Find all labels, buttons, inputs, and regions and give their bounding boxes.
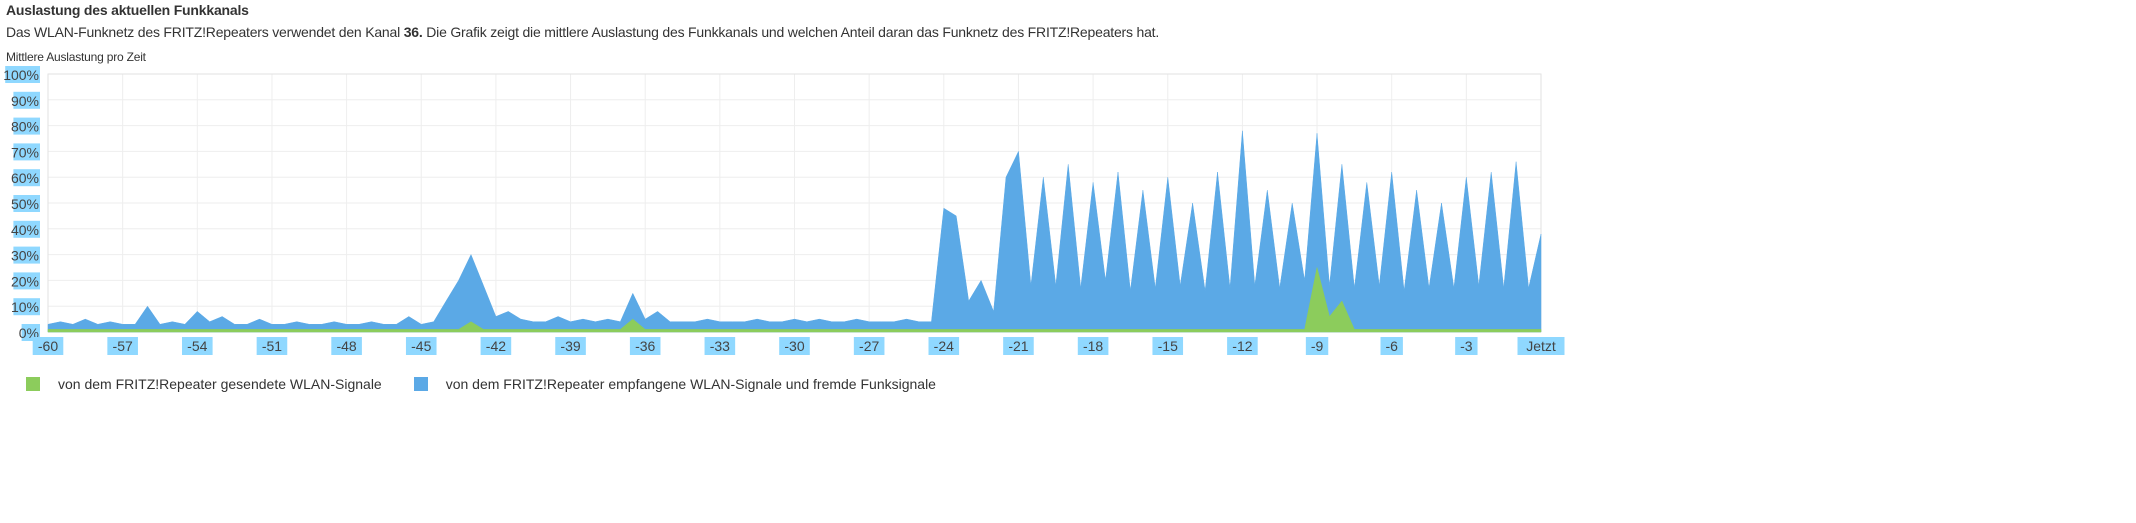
y-tick-label-bg (13, 91, 40, 109)
x-tick-label: -54 (187, 338, 207, 354)
x-tick-label-bg (1227, 337, 1258, 355)
y-tick-label: 30% (11, 248, 39, 264)
x-tick-label-bg (256, 337, 288, 355)
y-tick-label-bg (13, 195, 40, 212)
chart-legend: von dem FRITZ!Repeater gesendete WLAN-Si… (26, 376, 936, 392)
x-tick-label-bg (1305, 337, 1329, 355)
legend-label-sent: von dem FRITZ!Repeater gesendete WLAN-Si… (58, 376, 382, 392)
x-tick-label-bg (928, 337, 960, 355)
y-tick-label-bg (13, 143, 40, 161)
x-tick-label-bg (779, 337, 810, 355)
x-tick-label: -48 (336, 338, 356, 354)
y-tick-label-bg (13, 169, 40, 187)
y-tick-label: 50% (11, 196, 39, 212)
x-tick-label-bg (555, 337, 586, 355)
section-title: Auslastung des aktuellen Funkkanals (6, 2, 249, 18)
utilization-chart: 0%10%20%30%40%50%60%70%80%90%100%-60 -57-… (3, 66, 1565, 355)
legend-item-sent[interactable]: von dem FRITZ!Repeater gesendete WLAN-Si… (26, 376, 382, 392)
y-tick-label-bg (13, 298, 40, 316)
y-tick-label-bg (13, 246, 40, 264)
x-tick-label: -60 (38, 338, 58, 354)
x-tick-label: -27 (859, 338, 879, 354)
x-tick-label-bg (405, 337, 437, 355)
x-tick-label: -3 (1460, 338, 1473, 354)
x-tick-label: -42 (486, 338, 506, 354)
series-area-received (47, 130, 1542, 333)
y-tick-label: 60% (11, 170, 39, 186)
legend-label-received: von dem FRITZ!Repeater empfangene WLAN-S… (445, 376, 936, 392)
y-tick-label-bg (5, 66, 40, 83)
legend-swatch-received (413, 377, 428, 391)
series-area-sent (47, 267, 1542, 333)
channel-description: Das WLAN-Funknetz des FRITZ!Repeaters ve… (6, 24, 1159, 40)
x-tick-label-bg (853, 337, 885, 355)
x-tick-label: -45 (411, 338, 431, 354)
desc-after: Die Grafik zeigt die mittlere Auslastung… (422, 24, 1160, 40)
x-tick-label-bg (182, 337, 213, 355)
y-tick-label: 10% (11, 299, 39, 315)
y-tick-label: 20% (11, 273, 39, 289)
y-tick-label: 90% (11, 93, 39, 109)
x-tick-label: -15 (1158, 338, 1178, 354)
x-tick-label: -18 (1083, 338, 1103, 354)
x-tick-label: -36 (635, 338, 655, 354)
x-tick-label: Jetzt (1526, 338, 1556, 354)
x-tick-label-bg (704, 337, 736, 355)
x-tick-label-bg (1077, 337, 1109, 355)
y-tick-label: 40% (11, 222, 39, 238)
y-tick-label: 80% (11, 119, 39, 135)
x-tick-label: -39 (560, 338, 580, 354)
x-tick-label-bg (1455, 337, 1478, 355)
x-tick-label-bg (629, 337, 661, 355)
x-tick-label: -9 (1311, 338, 1324, 354)
x-tick-label-bg (1517, 337, 1565, 355)
y-tick-label: 70% (11, 144, 39, 160)
x-tick-label: -30 (784, 338, 804, 354)
chart-caption: Mittlere Auslastung pro Zeit (6, 50, 146, 64)
x-tick-label-bg (107, 337, 138, 355)
x-tick-label: -57 (113, 338, 133, 354)
desc-before: Das WLAN-Funknetz des FRITZ!Repeaters ve… (6, 24, 404, 40)
channel-number: 36. (403, 24, 423, 40)
y-tick-label-bg (13, 117, 40, 135)
y-tick-label-bg (13, 220, 40, 238)
x-tick-label: -21 (1008, 338, 1028, 354)
x-tick-label-bg (1152, 337, 1184, 355)
x-tick-label: -6 (1385, 338, 1398, 354)
y-tick-label: 100% (3, 67, 39, 83)
x-tick-label-bg (1380, 337, 1403, 355)
x-tick-label-bg (1003, 337, 1034, 355)
x-tick-label-bg (331, 337, 362, 355)
x-tick-label: -33 (710, 338, 730, 354)
x-tick-label: -12 (1232, 338, 1252, 354)
x-tick-label: -51 (262, 338, 282, 354)
x-tick-label: -24 (934, 338, 954, 354)
legend-item-received[interactable]: von dem FRITZ!Repeater empfangene WLAN-S… (413, 376, 936, 392)
y-tick-label-bg (21, 324, 40, 341)
x-tick-label-bg (32, 337, 64, 355)
legend-swatch-sent (26, 377, 40, 391)
x-tick-label-bg (480, 337, 512, 355)
y-tick-label-bg (13, 272, 40, 290)
